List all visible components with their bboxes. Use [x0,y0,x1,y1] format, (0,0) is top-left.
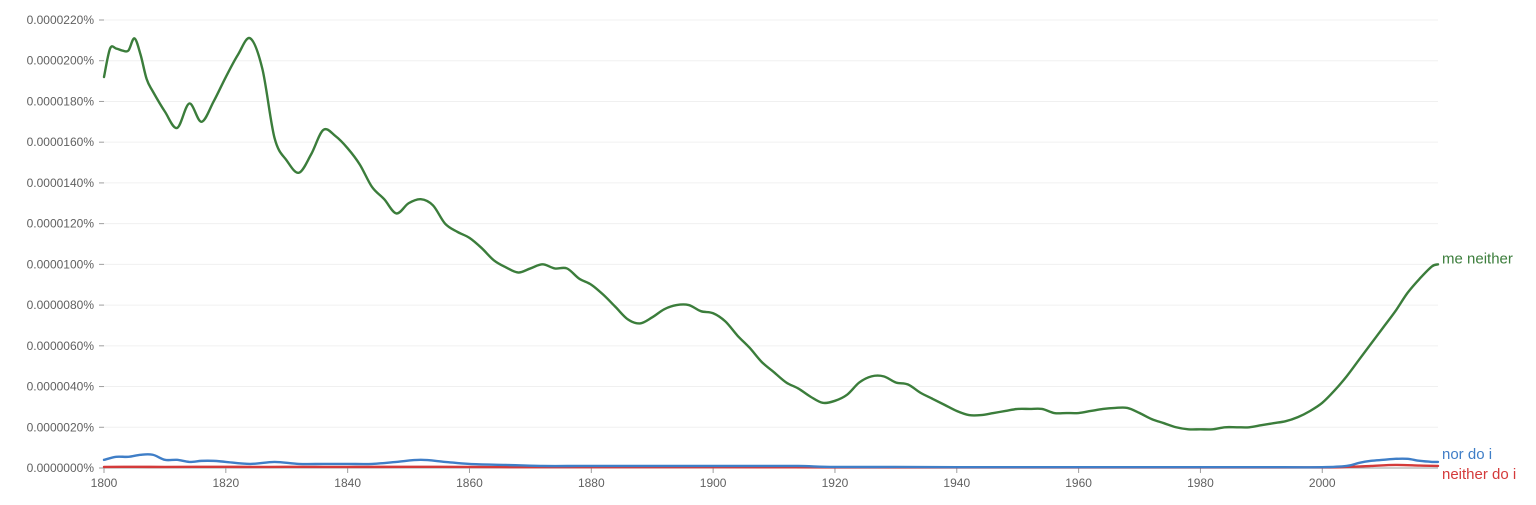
x-tick-label: 1800 [91,476,118,490]
y-tick-label: 0.0000220% [27,13,95,27]
x-tick-label: 1900 [700,476,727,490]
y-tick-label: 0.0000140% [27,176,95,190]
series-lines [102,36,1440,469]
axes [99,19,1438,473]
y-tick-label: 0.0000160% [27,135,95,149]
series-label-nor-do-i: nor do i [1442,446,1492,463]
grid-lines [104,19,1438,428]
series-label-me-neither: me neither [1442,250,1513,267]
series-line-me-neither [102,36,1440,431]
x-tick-label: 1880 [578,476,605,490]
y-tick-label: 0.0000200% [27,54,95,68]
y-tick-label: 0.0000120% [27,217,95,231]
y-tick-label: 0.0000100% [27,257,95,271]
y-tick-labels: 0.0000000% 0.0000020% 0.0000040% 0.0000060%… [27,13,95,475]
x-tick-label: 1980 [1187,476,1214,490]
x-tick-label: 1820 [212,476,239,490]
series-label-neither-do-i: neither do i [1442,466,1516,483]
x-tick-label: 1920 [822,476,849,490]
y-tick-label: 0.0000040% [27,380,95,394]
x-tick-labels: 1800 1820 1840 1860 1880 1900 1920 1940 1960 1980… [91,476,1336,490]
series-line-nor-do-i [102,453,1440,469]
y-tick-label: 0.0000000% [27,461,95,475]
x-tick-label: 2000 [1309,476,1336,490]
y-tick-label: 0.0000180% [27,94,95,108]
x-tick-label: 1940 [943,476,970,490]
x-tick-label: 1960 [1065,476,1092,490]
y-tick-label: 0.0000020% [27,420,95,434]
x-tick-label: 1860 [456,476,483,490]
y-tick-label: 0.0000080% [27,298,95,312]
x-tick-label: 1840 [334,476,361,490]
y-tick-label: 0.0000060% [27,339,95,353]
series-labels: me neither nor do i neither do i [1442,250,1516,483]
